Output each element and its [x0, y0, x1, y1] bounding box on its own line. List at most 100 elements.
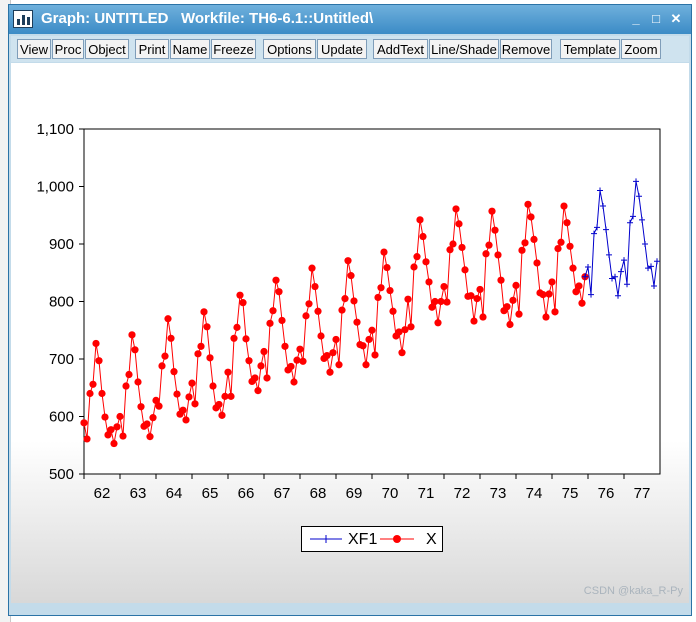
series-xf1-point	[618, 268, 625, 275]
series-x-point	[221, 392, 229, 400]
series-x-point	[185, 393, 193, 401]
series-x-point	[491, 226, 499, 234]
maximize-icon[interactable]: □	[652, 11, 660, 26]
plot-frame	[83, 128, 661, 475]
series-x-point	[263, 374, 271, 382]
series-x-point	[89, 380, 97, 388]
y-tick-label: 800	[49, 294, 74, 311]
series-x-point	[113, 423, 121, 431]
y-tick-label: 600	[49, 409, 74, 426]
toolbar: View Proc Object Print Name Freeze Optio…	[11, 36, 689, 62]
series-x-point	[434, 319, 442, 327]
series-xf1-point	[585, 264, 592, 270]
series-xf1-point	[639, 216, 646, 223]
series-x-point	[272, 276, 280, 284]
series-x-point	[386, 286, 394, 295]
series-x-point	[188, 379, 196, 387]
series-x-point	[101, 413, 109, 421]
series-xf1-point	[582, 273, 589, 280]
series-x-point	[530, 235, 538, 243]
legend-x-label: X	[426, 531, 437, 548]
zoom-button[interactable]: Zoom	[621, 39, 661, 59]
series-x-point	[239, 299, 247, 307]
series-x-point	[458, 243, 466, 252]
series-x-point	[230, 334, 238, 342]
x-tick-label: 72	[454, 485, 471, 502]
series-x-point	[482, 250, 490, 258]
series-x-point	[164, 315, 172, 323]
series-x-point	[167, 334, 175, 342]
series-x-point	[314, 307, 322, 315]
series-x-point	[380, 248, 388, 256]
title-bar[interactable]: Graph: UNTITLED Workfile: TH6-6.1::Untit…	[9, 5, 691, 34]
series-x-point	[179, 406, 187, 414]
series-x-point	[410, 263, 418, 271]
series-xf1-point	[636, 193, 643, 200]
series-x-point	[413, 253, 421, 261]
series-x-point	[563, 219, 571, 227]
print-button[interactable]: Print	[135, 39, 169, 59]
series-x-point	[347, 272, 355, 280]
series-x-point	[287, 362, 295, 371]
chart: 500 600 700 800 900 1,000 1,100 62 63 64 65 66 67 68 6…	[36, 121, 661, 502]
y-tick-label: 900	[49, 236, 74, 253]
x-tick-label: 62	[94, 485, 111, 502]
series-x-point	[203, 323, 211, 331]
series-x-point	[146, 433, 154, 441]
series-x-point	[341, 295, 349, 303]
series-x-point	[527, 213, 535, 221]
series-x-point	[80, 419, 88, 427]
series-x-point	[332, 335, 340, 344]
series-xf1-point	[648, 263, 655, 270]
series-x-point	[569, 264, 577, 272]
series-x-point	[395, 328, 403, 336]
proc-button[interactable]: Proc	[52, 39, 84, 59]
series-x-point	[122, 382, 130, 390]
series-x-point	[209, 382, 217, 390]
series-x-point	[542, 313, 550, 321]
name-button[interactable]: Name	[170, 39, 210, 59]
series-x-point	[302, 312, 310, 320]
options-button[interactable]: Options	[263, 39, 316, 59]
series-x-point	[371, 351, 379, 359]
series-x-point	[98, 389, 106, 398]
close-icon[interactable]: ✕	[670, 11, 682, 26]
series-x-point	[311, 282, 319, 291]
lineshade-button[interactable]: Line/Shade	[429, 39, 499, 59]
series-x-point	[242, 335, 250, 343]
series-xf1-point	[651, 282, 658, 289]
graph-area: 500 600 700 800 900 1,000 1,100 62 63 64 65 66 67 68 6…	[11, 63, 689, 603]
view-button[interactable]: View	[17, 39, 51, 59]
series-x-point	[92, 339, 100, 348]
series-x-point	[476, 285, 484, 294]
series-x-point	[425, 278, 433, 286]
template-button[interactable]: Template	[560, 39, 620, 59]
series-x-point	[359, 342, 367, 350]
x-tick-label: 63	[130, 485, 147, 502]
series-x-point	[227, 392, 235, 400]
series-x-point	[350, 297, 358, 305]
series-x-point	[428, 303, 436, 311]
object-button[interactable]: Object	[85, 39, 129, 59]
series-x-point	[365, 335, 373, 344]
series-x-point	[404, 295, 412, 303]
watermark: CSDN @kaka_R-Py	[583, 585, 683, 597]
freeze-button[interactable]: Freeze	[211, 39, 256, 59]
series-x-point	[554, 245, 562, 253]
x-tick-label: 65	[202, 485, 219, 502]
x-tick-label: 64	[166, 485, 183, 502]
series-x-point	[335, 361, 343, 369]
series-x-point	[257, 362, 265, 370]
series-x-point	[512, 281, 520, 289]
addtext-button[interactable]: AddText	[373, 39, 428, 59]
minimize-icon[interactable]: _	[632, 11, 640, 26]
window-title: Graph: UNTITLED Workfile: TH6-6.1::Untit…	[41, 10, 374, 27]
series-x-point	[479, 313, 487, 321]
series-x-point	[131, 346, 139, 354]
remove-button[interactable]: Remove	[500, 39, 552, 59]
series-x-point	[278, 316, 286, 325]
series-x-point	[368, 326, 376, 334]
series-x-point	[389, 307, 397, 315]
update-button[interactable]: Update	[317, 39, 367, 59]
series-x-point	[398, 349, 406, 357]
